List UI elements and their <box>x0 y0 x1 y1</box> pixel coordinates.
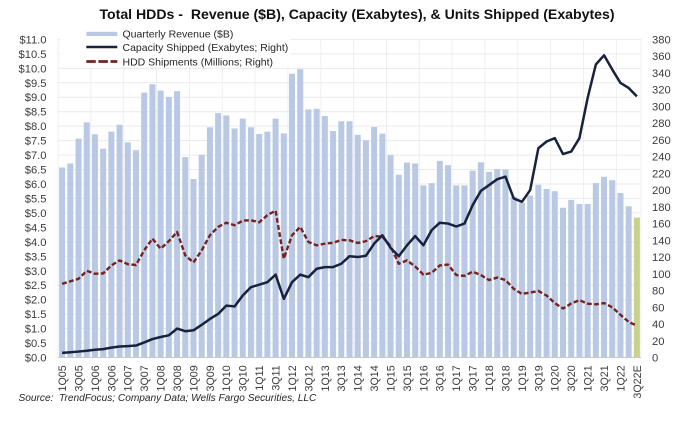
svg-text:3Q18: 3Q18 <box>500 365 512 391</box>
svg-text:1Q08: 1Q08 <box>156 365 168 391</box>
svg-text:1Q09: 1Q09 <box>188 365 200 391</box>
svg-text:3Q15: 3Q15 <box>402 365 414 391</box>
svg-text:1Q05: 1Q05 <box>57 365 69 391</box>
svg-text:3Q22E: 3Q22E <box>632 365 644 398</box>
svg-text:3Q17: 3Q17 <box>468 365 480 391</box>
svg-text:3Q19: 3Q19 <box>533 365 545 391</box>
svg-text:$6.0: $6.0 <box>25 179 47 191</box>
svg-text:3Q14: 3Q14 <box>369 365 381 391</box>
svg-text:$10.5: $10.5 <box>19 49 47 61</box>
svg-text:$9.0: $9.0 <box>25 92 47 104</box>
svg-text:$3.0: $3.0 <box>25 266 47 278</box>
svg-text:340: 340 <box>652 68 671 80</box>
svg-text:1Q10: 1Q10 <box>221 365 233 391</box>
svg-text:1Q15: 1Q15 <box>385 365 397 391</box>
svg-text:$1.0: $1.0 <box>25 324 47 336</box>
svg-text:20: 20 <box>652 336 664 348</box>
svg-text:3Q12: 3Q12 <box>303 365 315 391</box>
svg-text:3Q21: 3Q21 <box>599 365 611 391</box>
svg-text:$9.5: $9.5 <box>25 78 47 90</box>
svg-text:Source: TrendFocus; Company D: Source: TrendFocus; Company Data; Wells … <box>19 393 318 404</box>
svg-text:1Q16: 1Q16 <box>418 365 430 391</box>
svg-text:240: 240 <box>652 152 671 164</box>
svg-text:3Q16: 3Q16 <box>435 365 447 391</box>
svg-text:360: 360 <box>652 51 671 63</box>
svg-text:$5.5: $5.5 <box>25 193 47 205</box>
svg-text:1Q11: 1Q11 <box>254 365 266 390</box>
svg-text:3Q11: 3Q11 <box>271 365 283 390</box>
svg-text:3Q10: 3Q10 <box>238 365 250 391</box>
svg-text:1Q21: 1Q21 <box>583 365 595 391</box>
svg-text:0: 0 <box>652 353 658 365</box>
svg-text:140: 140 <box>652 235 671 247</box>
svg-text:1Q12: 1Q12 <box>287 365 299 391</box>
svg-text:3Q07: 3Q07 <box>139 365 151 391</box>
svg-text:180: 180 <box>652 202 671 214</box>
svg-text:1Q14: 1Q14 <box>353 365 365 391</box>
svg-text:$3.5: $3.5 <box>25 251 47 263</box>
svg-text:3Q20: 3Q20 <box>566 365 578 391</box>
svg-text:$7.5: $7.5 <box>25 136 47 148</box>
svg-text:$7.0: $7.0 <box>25 150 47 162</box>
svg-text:3Q09: 3Q09 <box>205 365 217 391</box>
svg-text:$0.5: $0.5 <box>25 338 47 350</box>
svg-text:$8.5: $8.5 <box>25 107 47 119</box>
svg-text:$11.0: $11.0 <box>19 34 46 46</box>
svg-text:380: 380 <box>652 34 671 46</box>
svg-text:120: 120 <box>652 252 671 264</box>
svg-text:Total HDDs - Revenue ($B), Ca: Total HDDs - Revenue ($B), Capacity (Exa… <box>99 6 614 22</box>
svg-text:60: 60 <box>652 302 664 314</box>
svg-text:200: 200 <box>652 185 671 197</box>
svg-text:280: 280 <box>652 118 671 130</box>
svg-text:$6.5: $6.5 <box>25 165 47 177</box>
svg-text:260: 260 <box>652 135 671 147</box>
svg-text:320: 320 <box>652 85 671 97</box>
svg-text:1Q22: 1Q22 <box>615 365 627 391</box>
svg-text:$0.0: $0.0 <box>25 353 47 365</box>
svg-text:3Q06: 3Q06 <box>106 365 118 391</box>
svg-text:$4.5: $4.5 <box>25 222 47 234</box>
svg-text:HDD Shipments (Millions; Right: HDD Shipments (Millions; Right) <box>123 56 274 68</box>
svg-text:1Q07: 1Q07 <box>123 365 135 391</box>
svg-text:3Q13: 3Q13 <box>336 365 348 391</box>
svg-text:3Q08: 3Q08 <box>172 365 184 391</box>
svg-text:$5.0: $5.0 <box>25 208 47 220</box>
svg-text:100: 100 <box>652 269 671 281</box>
svg-text:1Q19: 1Q19 <box>517 365 529 391</box>
svg-text:$2.5: $2.5 <box>25 280 47 292</box>
svg-text:$10.0: $10.0 <box>19 63 47 75</box>
svg-text:1Q13: 1Q13 <box>320 365 332 391</box>
svg-text:$2.0: $2.0 <box>25 295 47 307</box>
svg-text:Quarterly Revenue ($B): Quarterly Revenue ($B) <box>123 29 234 41</box>
svg-text:1Q20: 1Q20 <box>550 365 562 391</box>
svg-text:1Q17: 1Q17 <box>451 365 463 391</box>
svg-text:80: 80 <box>652 286 664 298</box>
svg-text:220: 220 <box>652 168 671 180</box>
svg-text:3Q05: 3Q05 <box>73 365 85 391</box>
svg-text:1Q06: 1Q06 <box>90 365 102 391</box>
svg-text:$8.0: $8.0 <box>25 121 47 133</box>
svg-text:$4.0: $4.0 <box>25 237 47 249</box>
svg-text:40: 40 <box>652 319 664 331</box>
svg-text:1Q18: 1Q18 <box>484 365 496 391</box>
svg-text:300: 300 <box>652 101 671 113</box>
svg-text:$1.5: $1.5 <box>25 309 47 321</box>
svg-text:Capacity Shipped (Exabytes; Ri: Capacity Shipped (Exabytes; Right) <box>123 42 289 54</box>
svg-text:160: 160 <box>652 219 671 231</box>
